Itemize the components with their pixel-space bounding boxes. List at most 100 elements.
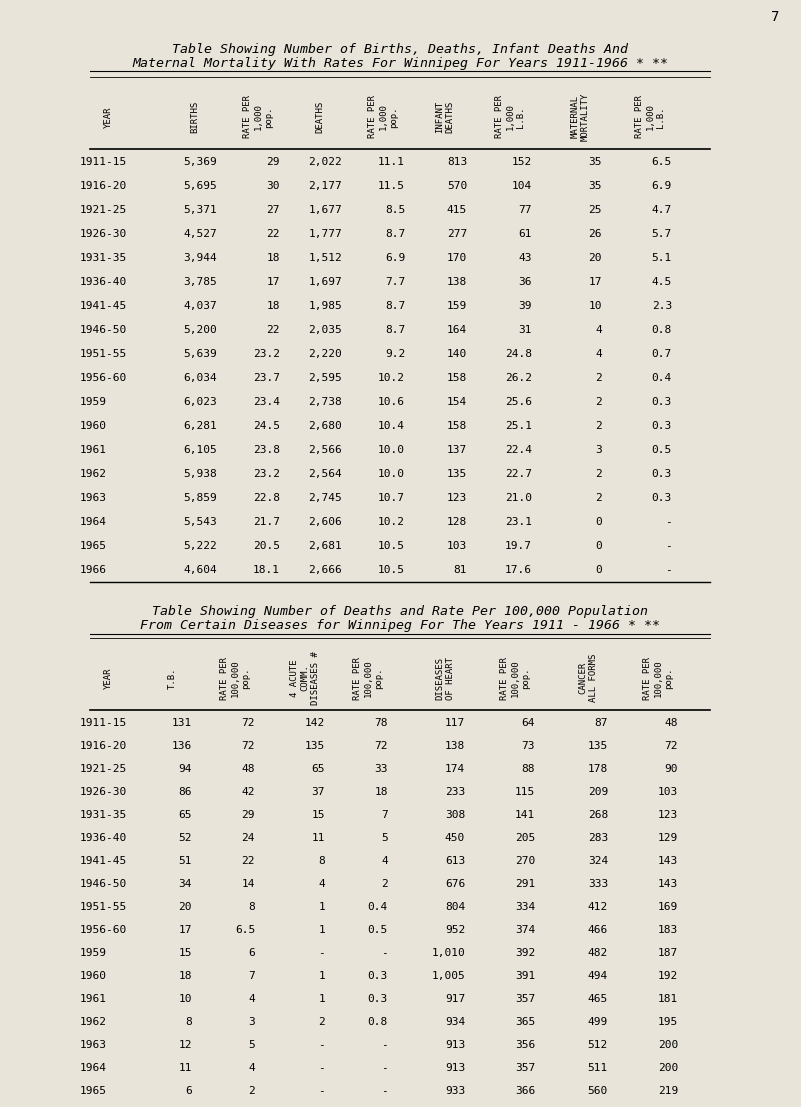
Text: 2: 2 <box>595 373 602 383</box>
Text: 0.3: 0.3 <box>368 971 388 981</box>
Text: 2,022: 2,022 <box>308 157 342 167</box>
Text: 205: 205 <box>515 832 535 844</box>
Text: 7: 7 <box>771 10 779 24</box>
Text: 10.7: 10.7 <box>378 493 405 503</box>
Text: 23.4: 23.4 <box>253 397 280 407</box>
Text: 366: 366 <box>515 1086 535 1096</box>
Text: RATE PER
100,000
pop.: RATE PER 100,000 pop. <box>643 656 673 700</box>
Text: 0.3: 0.3 <box>652 421 672 431</box>
Text: 22.4: 22.4 <box>505 445 532 455</box>
Text: 8: 8 <box>318 856 325 866</box>
Text: 1960: 1960 <box>80 421 107 431</box>
Text: RATE PER
1,000
L.B.: RATE PER 1,000 L.B. <box>495 95 525 138</box>
Text: RATE PER
100,000
pop.: RATE PER 100,000 pop. <box>500 656 530 700</box>
Text: 4,037: 4,037 <box>183 301 217 311</box>
Text: 19.7: 19.7 <box>505 541 532 551</box>
Text: 560: 560 <box>588 1086 608 1096</box>
Text: 0.4: 0.4 <box>368 902 388 912</box>
Text: 10.6: 10.6 <box>378 397 405 407</box>
Text: 158: 158 <box>447 373 467 383</box>
Text: 65: 65 <box>312 764 325 774</box>
Text: 6.5: 6.5 <box>652 157 672 167</box>
Text: 270: 270 <box>515 856 535 866</box>
Text: 6,105: 6,105 <box>183 445 217 455</box>
Text: 90: 90 <box>665 764 678 774</box>
Text: 1966: 1966 <box>80 565 107 575</box>
Text: 15: 15 <box>312 810 325 820</box>
Text: CANCER
ALL FORMS: CANCER ALL FORMS <box>578 654 598 702</box>
Text: 29: 29 <box>267 157 280 167</box>
Text: 24: 24 <box>241 832 255 844</box>
Text: 94: 94 <box>179 764 192 774</box>
Text: RATE PER
1,000
pop.: RATE PER 1,000 pop. <box>243 95 273 138</box>
Text: 1936-40: 1936-40 <box>80 832 127 844</box>
Text: 77: 77 <box>518 205 532 215</box>
Text: 4,527: 4,527 <box>183 229 217 239</box>
Text: 6: 6 <box>185 1086 192 1096</box>
Text: 29: 29 <box>241 810 255 820</box>
Text: 35: 35 <box>589 182 602 192</box>
Text: 17: 17 <box>179 925 192 935</box>
Text: 15: 15 <box>179 948 192 958</box>
Text: 412: 412 <box>588 902 608 912</box>
Text: 357: 357 <box>515 994 535 1004</box>
Text: 169: 169 <box>658 902 678 912</box>
Text: 152: 152 <box>512 157 532 167</box>
Text: 1946-50: 1946-50 <box>80 879 127 889</box>
Text: 1911-15: 1911-15 <box>80 718 127 728</box>
Text: 3: 3 <box>595 445 602 455</box>
Text: 4: 4 <box>248 1063 255 1073</box>
Text: DEATHS: DEATHS <box>316 101 324 133</box>
Text: MATERNAL
MORTALITY: MATERNAL MORTALITY <box>570 93 590 142</box>
Text: 934: 934 <box>445 1017 465 1027</box>
Text: 1941-45: 1941-45 <box>80 856 127 866</box>
Text: 1,677: 1,677 <box>308 205 342 215</box>
Text: 65: 65 <box>179 810 192 820</box>
Text: 25: 25 <box>589 205 602 215</box>
Text: 178: 178 <box>588 764 608 774</box>
Text: 36: 36 <box>518 277 532 287</box>
Text: 10.4: 10.4 <box>378 421 405 431</box>
Text: 4.7: 4.7 <box>652 205 672 215</box>
Text: 48: 48 <box>665 718 678 728</box>
Text: 17.6: 17.6 <box>505 565 532 575</box>
Text: 154: 154 <box>447 397 467 407</box>
Text: 1959: 1959 <box>80 397 107 407</box>
Text: 23.7: 23.7 <box>253 373 280 383</box>
Text: -: - <box>381 1063 388 1073</box>
Text: 913: 913 <box>445 1039 465 1051</box>
Text: 933: 933 <box>445 1086 465 1096</box>
Text: 2,681: 2,681 <box>308 541 342 551</box>
Text: 1941-45: 1941-45 <box>80 301 127 311</box>
Text: 104: 104 <box>512 182 532 192</box>
Text: 200: 200 <box>658 1063 678 1073</box>
Text: 24.5: 24.5 <box>253 421 280 431</box>
Text: 0.7: 0.7 <box>652 349 672 359</box>
Text: 4: 4 <box>248 994 255 1004</box>
Text: 135: 135 <box>447 469 467 479</box>
Text: 1926-30: 1926-30 <box>80 229 127 239</box>
Text: 143: 143 <box>658 879 678 889</box>
Text: 2,035: 2,035 <box>308 325 342 335</box>
Text: 64: 64 <box>521 718 535 728</box>
Text: 952: 952 <box>445 925 465 935</box>
Text: 2: 2 <box>595 469 602 479</box>
Text: 159: 159 <box>447 301 467 311</box>
Text: 613: 613 <box>445 856 465 866</box>
Text: 1931-35: 1931-35 <box>80 810 127 820</box>
Text: 813: 813 <box>447 157 467 167</box>
Text: 17: 17 <box>267 277 280 287</box>
Text: 72: 72 <box>241 741 255 751</box>
Text: 11.1: 11.1 <box>378 157 405 167</box>
Text: 72: 72 <box>375 741 388 751</box>
Text: 357: 357 <box>515 1063 535 1073</box>
Text: 1964: 1964 <box>80 517 107 527</box>
Text: 88: 88 <box>521 764 535 774</box>
Text: 2,220: 2,220 <box>308 349 342 359</box>
Text: 511: 511 <box>588 1063 608 1073</box>
Text: 12: 12 <box>179 1039 192 1051</box>
Text: 8.5: 8.5 <box>384 205 405 215</box>
Text: 4: 4 <box>595 325 602 335</box>
Text: 1963: 1963 <box>80 493 107 503</box>
Text: 2,738: 2,738 <box>308 397 342 407</box>
